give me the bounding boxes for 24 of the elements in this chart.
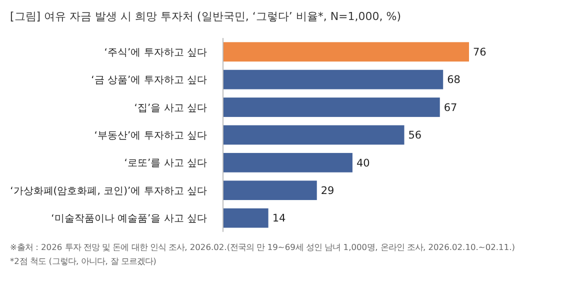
data-label: 76 [473,46,487,59]
y-tick-label: ‘부동산’에 투자하고 싶다 [94,130,207,142]
data-label: 40 [356,157,370,170]
y-tick-label: ‘미술작품이나 예술품’을 사고 싶다 [51,214,207,225]
chart-title: [그림] 여유 자금 발생 시 희망 투자처 (일반국민, ‘그렇다’ 비율*, N=1,000, %) [10,10,401,23]
data-label: 68 [447,74,460,86]
text: ※출처 : 2026 투자 전망 및 돈에 대한 인식 조사, 2026.02.(전국의 만 19~69세 성인 남녀 1,000명, 온라인 조사, 2026.02.10.~02.11.) [10,242,515,252]
bar [223,208,268,228]
y-tick-label: ‘집’을 사고 싶다 [134,102,207,114]
bar [223,180,317,200]
bar [223,42,469,62]
y-tick-label: ‘금 상품’에 투자하고 싶다 [91,75,207,86]
y-tick-label: ‘로또’를 사고 싶다 [124,158,207,170]
data-label: 29 [320,185,334,198]
y-tick-label: ‘가상화폐(암호화폐, 코인)’에 투자하고 싶다 [10,186,207,197]
bar [223,70,444,90]
bar [223,125,404,145]
y-tick-label: ‘주식’에 투자하고 싶다 [104,47,207,58]
bar [223,152,352,172]
data-label: 14 [272,212,286,225]
bar [223,98,440,117]
text: *2점 척도 (그렇다, 아니다, 잘 모르겠다) [10,256,156,266]
data-label: 67 [444,102,458,114]
data-label: 56 [408,130,422,142]
